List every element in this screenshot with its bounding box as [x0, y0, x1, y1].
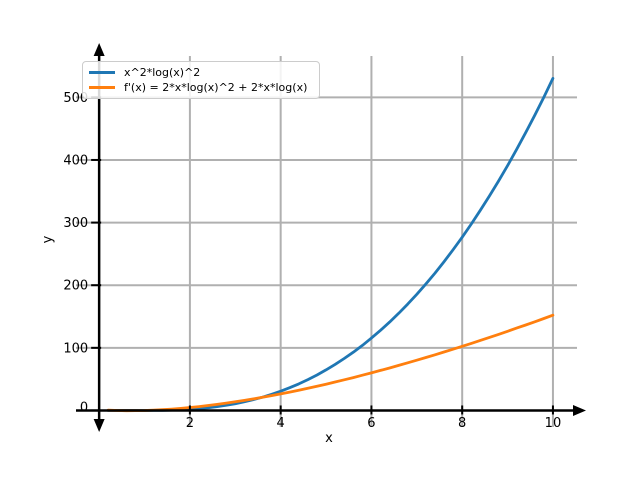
series-line-1	[106, 313, 555, 413]
legend: x^2*log(x)^2 f'(x) = 2*x*log(x)^2 + 2*x*…	[82, 61, 320, 99]
x-tick-label: 6	[367, 416, 375, 431]
y-axis-arrow-down-icon	[93, 419, 105, 432]
y-axis-arrow-up-icon	[93, 43, 105, 56]
legend-label: x^2*log(x)^2	[124, 65, 201, 79]
y-tick-label: 400	[63, 153, 88, 168]
legend-line-sample-blue	[89, 70, 115, 74]
y-tick-label: 100	[63, 341, 88, 356]
y-tick-label: 500	[63, 91, 88, 106]
y-tick-label: 200	[63, 279, 88, 294]
y-tick-label: 300	[63, 216, 88, 231]
legend-line-sample-orange	[89, 86, 115, 90]
x-axis-arrow-right-icon	[573, 404, 586, 416]
series-line-0	[106, 77, 555, 412]
x-axis-label: x	[325, 431, 333, 446]
x-tick-label: 10	[545, 416, 562, 431]
y-tick-label: 0	[80, 400, 88, 415]
legend-entry: f'(x) = 2*x*log(x)^2 + 2*x*log(x)	[89, 81, 313, 94]
x-tick-label: 4	[277, 416, 285, 431]
x-tick-label: 8	[458, 416, 466, 431]
legend-label: f'(x) = 2*x*log(x)^2 + 2*x*log(x)	[124, 81, 308, 95]
legend-entry: x^2*log(x)^2	[89, 66, 313, 79]
y-axis-label: y	[40, 235, 56, 244]
x-tick-label: 2	[186, 416, 194, 431]
